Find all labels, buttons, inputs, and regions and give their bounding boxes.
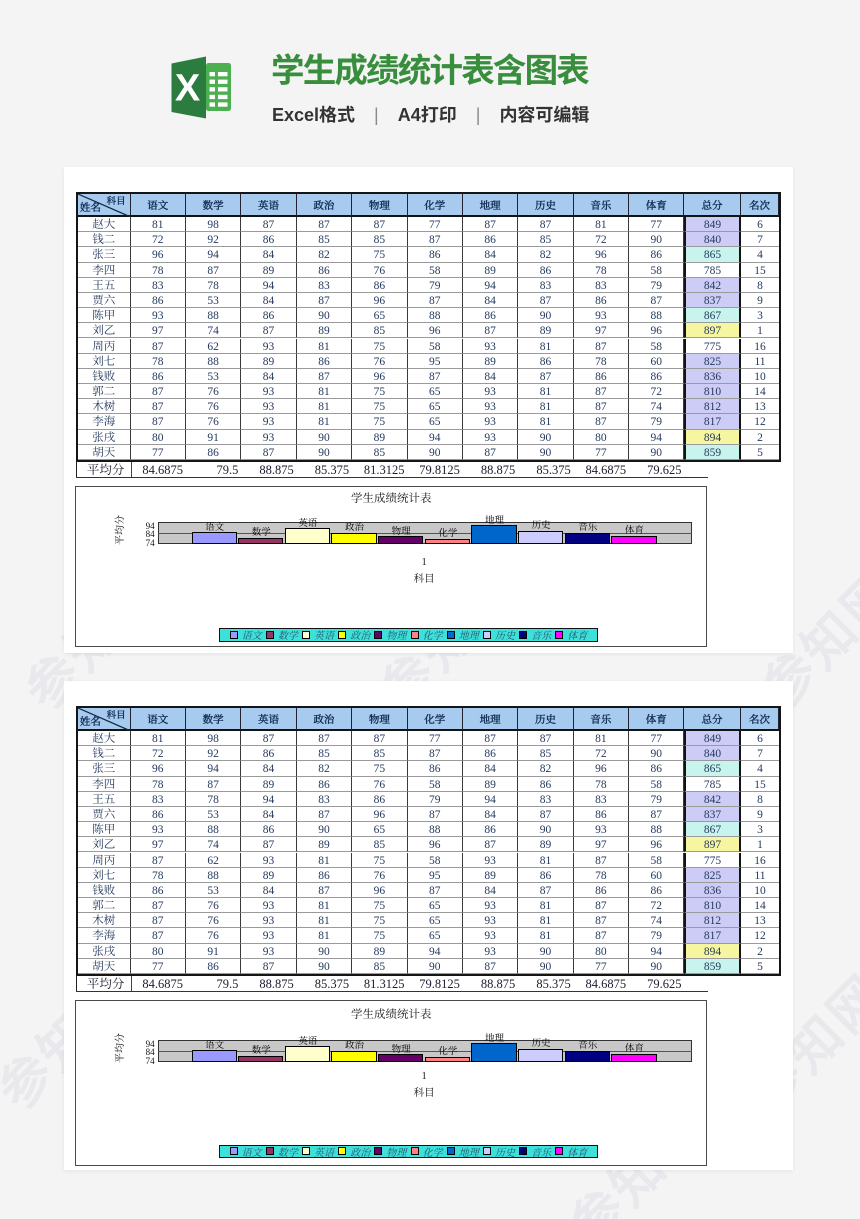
svg-text:X: X (175, 68, 201, 110)
